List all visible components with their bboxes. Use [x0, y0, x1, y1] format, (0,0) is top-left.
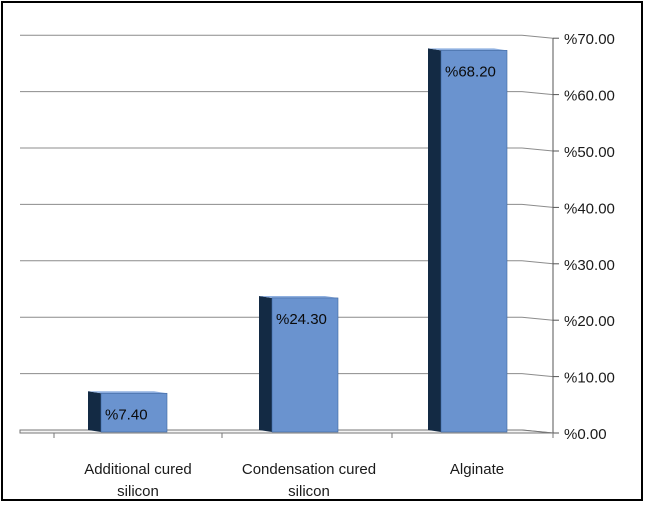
data-label: %7.40 [105, 406, 148, 423]
gridline-depth [521, 91, 554, 96]
bar [100, 392, 168, 433]
gridline-depth [521, 203, 554, 208]
bar-chart: %0.00 %10.00 %20.00 %30.00 %40.00 %50.00 %60.0… [19, 31, 615, 500]
x-category-label: Additional cured silicon [84, 461, 192, 500]
x-category-label: Alginate [450, 461, 504, 478]
bar-side [428, 48, 441, 433]
bar-top [428, 48, 507, 51]
bar [271, 297, 339, 433]
gridline-depth [521, 316, 554, 321]
bar-top [259, 295, 338, 298]
y-tick-label: %50.00 [564, 144, 615, 161]
gridline-depth [521, 373, 554, 378]
x-category-label-line: Additional cured [84, 461, 192, 478]
y-tick-label: %20.00 [564, 313, 615, 330]
x-category-label-line: silicon [117, 483, 159, 500]
data-label: %24.30 [276, 311, 327, 328]
y-tick-label: %10.00 [564, 370, 615, 387]
x-category-label: Condensation cured silicon [242, 461, 376, 500]
bar-top [88, 391, 167, 394]
bar-side [88, 391, 101, 432]
y-tick-label: %0.00 [564, 426, 607, 443]
x-category-label-line: Alginate [450, 461, 504, 478]
data-label: %68.20 [445, 63, 496, 80]
y-tick-label: %30.00 [564, 257, 615, 274]
gridline-depth [521, 260, 554, 265]
x-category-label-line: Condensation cured [242, 461, 376, 478]
bar [440, 50, 508, 433]
gridline-depth [521, 147, 554, 152]
gridline-depth [521, 34, 554, 39]
bar-side [259, 295, 272, 432]
x-category-label-line: silicon [288, 483, 330, 500]
y-tick-label: %60.00 [564, 88, 615, 105]
y-tick-label: %70.00 [564, 31, 615, 48]
y-tick-label: %40.00 [564, 200, 615, 217]
